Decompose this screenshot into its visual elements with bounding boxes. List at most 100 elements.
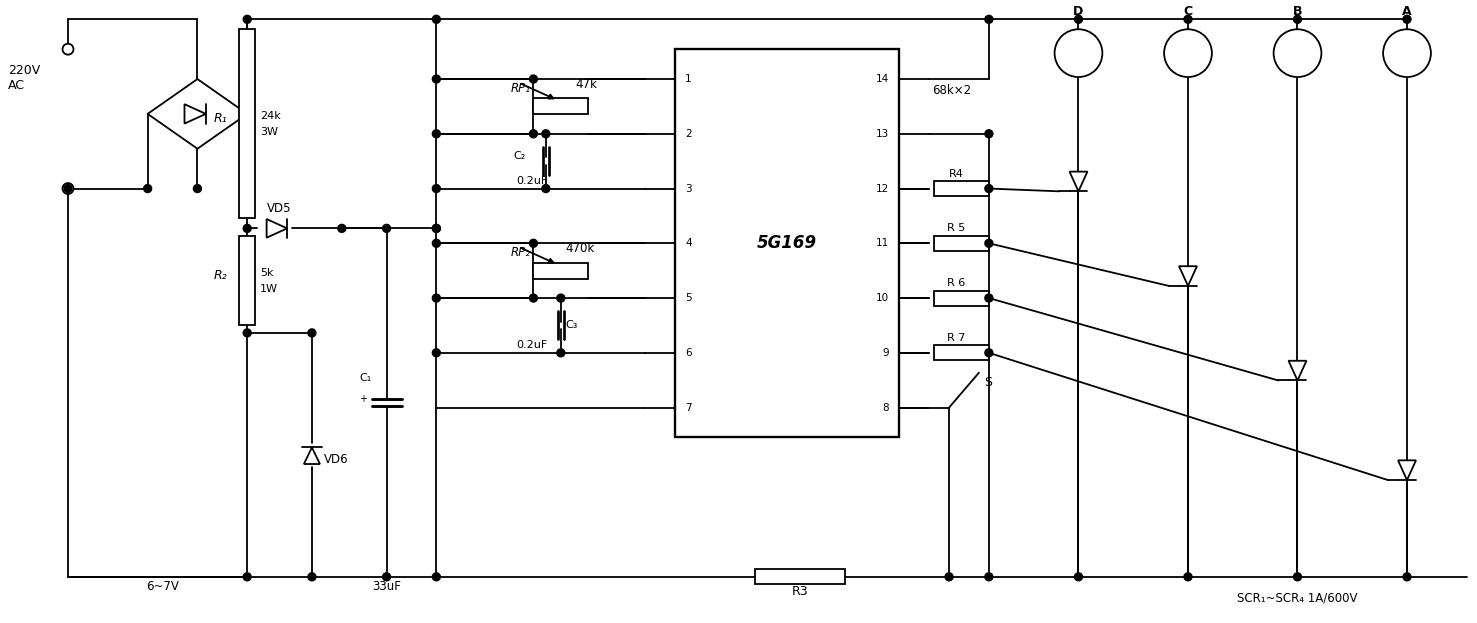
Circle shape	[529, 75, 538, 83]
Text: 5: 5	[685, 293, 691, 303]
Circle shape	[557, 294, 564, 302]
Circle shape	[529, 294, 538, 302]
Circle shape	[244, 224, 251, 232]
Circle shape	[433, 224, 440, 232]
Circle shape	[307, 573, 316, 581]
Circle shape	[433, 130, 440, 138]
Circle shape	[1403, 573, 1411, 581]
Circle shape	[433, 294, 440, 302]
Circle shape	[985, 16, 993, 23]
Text: 0.2uF: 0.2uF	[515, 176, 548, 186]
Text: VD6: VD6	[323, 454, 349, 467]
Circle shape	[1055, 29, 1102, 77]
Bar	[933, 236, 990, 251]
Circle shape	[433, 349, 440, 357]
Circle shape	[62, 44, 74, 55]
Circle shape	[433, 573, 440, 581]
Circle shape	[62, 183, 74, 194]
Text: 6: 6	[685, 348, 691, 358]
Text: C₁: C₁	[359, 373, 372, 383]
Text: 6~7V: 6~7V	[146, 580, 179, 593]
Circle shape	[985, 573, 993, 581]
Circle shape	[1185, 573, 1192, 581]
Circle shape	[1273, 29, 1322, 77]
Text: R 5: R 5	[947, 224, 966, 234]
Circle shape	[529, 130, 538, 138]
Text: D: D	[1074, 5, 1084, 18]
Text: SCR₁~SCR₄ 1A/600V: SCR₁~SCR₄ 1A/600V	[1238, 592, 1357, 605]
Text: 1W: 1W	[260, 283, 278, 293]
Circle shape	[244, 329, 251, 337]
Text: 220V
AC: 220V AC	[9, 64, 40, 92]
Text: 7: 7	[685, 402, 691, 412]
Polygon shape	[267, 219, 287, 238]
Text: R3: R3	[792, 585, 808, 598]
Text: 3: 3	[685, 184, 691, 194]
Bar	[933, 290, 990, 305]
Circle shape	[1074, 16, 1083, 23]
Text: 470k: 470k	[566, 242, 595, 255]
Circle shape	[529, 239, 538, 247]
Text: 4: 4	[685, 239, 691, 249]
Text: R 7: R 7	[947, 333, 966, 343]
Bar	[533, 98, 588, 115]
Text: 8: 8	[883, 402, 889, 412]
Text: 12: 12	[876, 184, 889, 194]
Text: VD5: VD5	[267, 202, 291, 215]
Circle shape	[383, 573, 390, 581]
Circle shape	[143, 184, 152, 193]
Polygon shape	[1288, 361, 1307, 381]
Circle shape	[64, 184, 72, 193]
Circle shape	[985, 294, 993, 302]
Circle shape	[985, 239, 993, 247]
Text: 13: 13	[876, 129, 889, 139]
Bar	[675, 49, 899, 437]
Polygon shape	[1069, 171, 1087, 191]
Text: 33uF: 33uF	[372, 580, 402, 593]
Text: 11: 11	[876, 239, 889, 249]
Circle shape	[244, 573, 251, 581]
Polygon shape	[1179, 266, 1196, 286]
Circle shape	[338, 224, 346, 232]
Circle shape	[1294, 16, 1301, 23]
Circle shape	[1403, 16, 1411, 23]
Circle shape	[945, 573, 953, 581]
Text: S: S	[984, 376, 993, 389]
Text: 24k: 24k	[260, 111, 281, 121]
Circle shape	[1074, 573, 1083, 581]
Circle shape	[433, 16, 440, 23]
Text: 10: 10	[876, 293, 889, 303]
Bar	[933, 345, 990, 360]
Circle shape	[307, 329, 316, 337]
Text: 14: 14	[876, 74, 889, 84]
Circle shape	[433, 184, 440, 193]
Bar	[239, 236, 256, 325]
Circle shape	[433, 75, 440, 83]
Text: C₃: C₃	[566, 320, 578, 330]
Text: 1: 1	[685, 74, 691, 84]
Bar	[533, 263, 588, 278]
Circle shape	[985, 130, 993, 138]
Text: C: C	[1183, 5, 1192, 18]
Circle shape	[244, 16, 251, 23]
Bar	[755, 569, 845, 584]
Text: 68k×2: 68k×2	[932, 85, 972, 97]
Circle shape	[433, 239, 440, 247]
Circle shape	[1382, 29, 1431, 77]
Bar	[933, 181, 990, 196]
Circle shape	[1294, 573, 1301, 581]
Text: 2: 2	[685, 129, 691, 139]
Text: 5G169: 5G169	[758, 234, 817, 252]
Text: RP₁: RP₁	[511, 82, 532, 95]
Text: B: B	[1292, 5, 1303, 18]
Bar	[239, 29, 256, 219]
Circle shape	[985, 184, 993, 193]
Circle shape	[557, 349, 564, 357]
Polygon shape	[1399, 460, 1416, 480]
Text: RP₂: RP₂	[511, 246, 532, 259]
Text: C₂: C₂	[514, 151, 526, 161]
Text: R4: R4	[950, 169, 964, 179]
Text: R₂: R₂	[214, 269, 227, 282]
Text: R 6: R 6	[947, 278, 966, 288]
Text: R₁: R₁	[214, 112, 227, 125]
